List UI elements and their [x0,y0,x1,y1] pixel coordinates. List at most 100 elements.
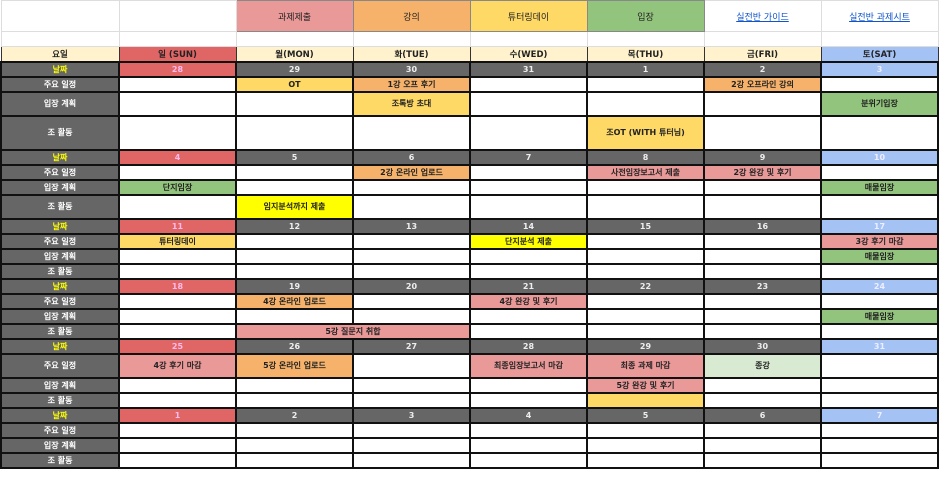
empty-cell[interactable] [820,451,939,469]
date-cell[interactable]: 27 [352,337,471,355]
empty-cell[interactable] [118,421,237,439]
empty-cell[interactable] [469,436,588,454]
empty-cell[interactable] [469,262,588,280]
empty-cell[interactable] [703,178,822,196]
empty-cell[interactable] [352,376,471,394]
empty-cell[interactable] [703,391,822,409]
empty-cell[interactable] [352,292,471,310]
empty-cell[interactable] [469,247,588,265]
empty-cell[interactable] [469,178,588,196]
date-cell[interactable]: 23 [703,277,822,295]
date-cell[interactable]: 7 [469,148,588,166]
date-cell[interactable]: 15 [586,217,705,235]
empty-cell[interactable] [469,193,588,220]
date-cell[interactable]: 6 [352,148,471,166]
date-cell[interactable]: 8 [586,148,705,166]
assignment-sheet-link-cell[interactable]: 실전반 과제시트 [820,0,939,32]
empty-cell[interactable] [235,376,354,394]
schedule-event-cell[interactable]: 3강 후기 마감 [820,232,939,250]
empty-cell[interactable] [352,232,471,250]
date-cell[interactable]: 31 [469,60,588,78]
empty-cell[interactable] [118,90,237,117]
empty-cell[interactable] [352,391,471,409]
date-cell[interactable]: 7 [820,406,939,424]
date-cell[interactable]: 30 [352,60,471,78]
date-cell[interactable]: 11 [118,217,237,235]
plan-event-cell[interactable]: 단지임장 [118,178,237,196]
date-cell[interactable]: 2 [703,60,822,78]
empty-cell[interactable] [235,391,354,409]
plan-event-cell[interactable]: 5강 완강 및 후기 [586,376,705,394]
date-cell[interactable]: 16 [703,217,822,235]
empty-cell[interactable] [118,193,237,220]
empty-cell[interactable] [118,75,237,93]
empty-cell[interactable] [703,193,822,220]
empty-cell[interactable] [703,376,822,394]
empty-cell[interactable] [469,90,588,117]
schedule-event-cell[interactable]: 2강 온라인 업로드 [352,163,471,181]
empty-cell[interactable] [586,436,705,454]
empty-cell[interactable] [703,436,822,454]
empty-cell[interactable] [586,421,705,439]
plan-event-cell[interactable]: 매물임장 [820,178,939,196]
date-cell[interactable]: 31 [820,337,939,355]
date-cell[interactable]: 22 [586,277,705,295]
empty-cell[interactable] [820,292,939,310]
empty-cell[interactable] [352,436,471,454]
empty-cell[interactable] [820,75,939,93]
empty-cell[interactable] [469,163,588,181]
empty-cell[interactable] [235,114,354,151]
empty-cell[interactable] [469,451,588,469]
empty-cell[interactable] [235,262,354,280]
empty-cell[interactable] [820,31,939,47]
empty-cell[interactable] [235,178,354,196]
empty-cell[interactable] [0,0,120,32]
plan-event-cell[interactable]: 조톡방 초대 [352,90,471,117]
empty-cell[interactable] [469,322,588,340]
empty-cell[interactable] [586,262,705,280]
empty-cell[interactable] [118,436,237,454]
date-cell[interactable]: 3 [352,406,471,424]
empty-cell[interactable] [703,232,822,250]
activity-event-cell[interactable]: 조OT (WITH 튜터님) [586,114,705,151]
empty-cell[interactable] [586,307,705,325]
date-cell[interactable]: 13 [352,217,471,235]
empty-cell[interactable] [820,322,939,340]
empty-cell[interactable] [118,322,237,340]
empty-cell[interactable] [235,436,354,454]
empty-cell[interactable] [820,114,939,151]
empty-cell[interactable] [352,114,471,151]
guide-link[interactable]: 실전반 가이드 [736,12,789,23]
plan-event-cell[interactable]: 매물임장 [820,307,939,325]
date-cell[interactable]: 19 [235,277,354,295]
schedule-event-cell[interactable]: 4강 완강 및 후기 [469,292,588,310]
activity-event-cell[interactable]: 5강 질문지 취합 [235,322,471,340]
empty-cell[interactable] [586,31,705,47]
empty-cell[interactable] [235,307,354,325]
date-cell[interactable]: 4 [118,148,237,166]
empty-cell[interactable] [586,247,705,265]
empty-cell[interactable] [118,451,237,469]
assignment-sheet-link[interactable]: 실전반 과제시트 [849,12,910,23]
empty-cell[interactable] [586,232,705,250]
date-cell[interactable]: 18 [118,277,237,295]
date-cell[interactable]: 6 [703,406,822,424]
schedule-event-cell[interactable]: 튜터링데이 [118,232,237,250]
date-cell[interactable]: 14 [469,217,588,235]
empty-cell[interactable] [703,292,822,310]
empty-cell[interactable] [235,247,354,265]
date-cell[interactable]: 21 [469,277,588,295]
activity-event-cell[interactable]: 임지분석까지 제출 [235,193,354,220]
empty-cell[interactable] [820,352,939,379]
empty-cell[interactable] [235,421,354,439]
empty-cell[interactable] [352,262,471,280]
date-cell[interactable]: 29 [235,60,354,78]
date-cell[interactable]: 28 [118,60,237,78]
empty-cell[interactable] [352,193,471,220]
schedule-event-cell[interactable]: 최종임장보고서 마감 [469,352,588,379]
date-cell[interactable]: 5 [235,148,354,166]
schedule-event-cell[interactable]: 최종 과제 마감 [586,352,705,379]
schedule-event-cell[interactable]: 5강 온라인 업로드 [235,352,354,379]
empty-cell[interactable] [820,391,939,409]
date-cell[interactable]: 4 [469,406,588,424]
